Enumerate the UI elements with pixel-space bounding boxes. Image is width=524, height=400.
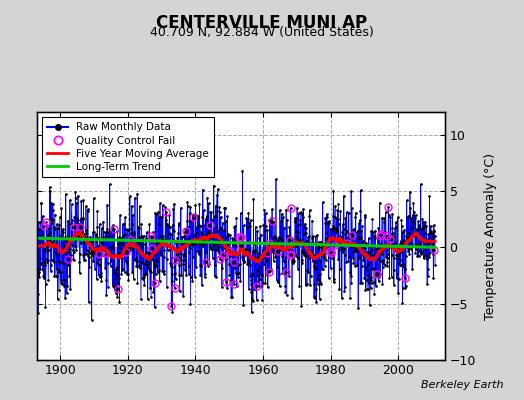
Legend: Raw Monthly Data, Quality Control Fail, Five Year Moving Average, Long-Term Tren: Raw Monthly Data, Quality Control Fail, … xyxy=(42,117,214,177)
Y-axis label: Temperature Anomaly (°C): Temperature Anomaly (°C) xyxy=(484,152,497,320)
Text: Berkeley Earth: Berkeley Earth xyxy=(421,380,503,390)
Text: CENTERVILLE MUNI AP: CENTERVILLE MUNI AP xyxy=(157,14,367,32)
Text: 40.709 N, 92.884 W (United States): 40.709 N, 92.884 W (United States) xyxy=(150,26,374,39)
